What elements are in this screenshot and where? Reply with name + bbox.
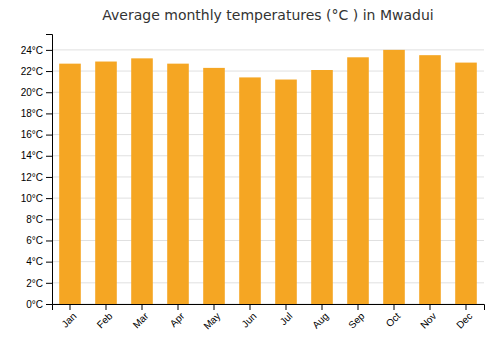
y-tick: 14°C — [21, 150, 52, 161]
x-tick: Nov — [418, 304, 438, 331]
y-tick-mark — [46, 50, 52, 51]
bar — [59, 64, 81, 304]
x-tick-mark — [430, 304, 431, 310]
y-tick-mark — [46, 219, 52, 220]
y-tick: 4°C — [26, 256, 52, 267]
y-tick: 16°C — [21, 129, 52, 140]
y-tick-label: 8°C — [26, 214, 43, 225]
x-tick: Mar — [131, 304, 151, 330]
x-tick-mark — [358, 304, 359, 310]
bar — [203, 68, 225, 304]
bar — [131, 58, 153, 304]
bar — [95, 62, 117, 304]
x-tick-mark — [286, 304, 287, 310]
x-tick-label: May — [201, 310, 222, 331]
x-tick-mark — [394, 304, 395, 310]
x-tick-mark — [214, 304, 215, 310]
y-tick-label: 22°C — [21, 66, 43, 77]
bar — [455, 63, 477, 304]
bar — [167, 64, 189, 304]
y-tick-label: 2°C — [26, 278, 43, 289]
bars — [59, 50, 477, 304]
y-tick: 6°C — [26, 235, 52, 246]
x-tick-label: Oct — [384, 310, 403, 329]
x-tick: Dec — [454, 304, 474, 331]
x-tick: Feb — [95, 304, 115, 330]
y-axis: 0°C 2°C 4°C 6°C 8°C 10°C 12°C 14°C 16°C 18°C 20°C 2… — [21, 35, 53, 310]
x-tick-label: Jun — [239, 310, 258, 329]
x-axis-line — [53, 305, 485, 311]
x-tick: Aug — [310, 304, 330, 331]
y-tick: 22°C — [21, 66, 52, 77]
bar — [239, 77, 261, 304]
bar — [275, 80, 297, 304]
x-tick-label: Dec — [454, 310, 474, 330]
x-tick-label: Aug — [310, 310, 330, 330]
y-axis-line — [46, 35, 53, 305]
y-tick-mark — [46, 71, 52, 72]
y-tick: 2°C — [26, 278, 52, 289]
y-tick-mark — [46, 156, 52, 157]
y-tick-label: 14°C — [21, 150, 43, 161]
bar — [311, 70, 333, 304]
x-tick-mark — [142, 304, 143, 310]
y-tick-label: 24°C — [21, 45, 43, 56]
y-tick-mark — [46, 240, 52, 241]
y-tick-label: 18°C — [21, 108, 43, 119]
x-tick-mark — [178, 304, 179, 310]
y-tick-label: 4°C — [26, 256, 43, 267]
grid — [52, 50, 484, 304]
y-tick: 24°C — [21, 45, 52, 56]
y-tick-mark — [46, 262, 52, 263]
x-tick-label: Jan — [59, 310, 78, 329]
x-tick-mark — [250, 304, 251, 310]
y-tick-mark — [46, 92, 52, 93]
y-tick-label: 20°C — [21, 87, 43, 98]
x-tick: Jun — [239, 304, 258, 330]
chart: 0°C 2°C 4°C 6°C 8°C 10°C 12°C 14°C 16°C 18°C 20°C 2… — [0, 0, 500, 350]
plot: 0°C 2°C 4°C 6°C 8°C 10°C 12°C 14°C 16°C 18°C 20°C 2… — [21, 35, 485, 332]
y-tick: 20°C — [21, 87, 52, 98]
y-tick-mark — [46, 135, 52, 136]
x-axis: Jan Feb Mar Apr May Jun Jul Aug Sep Oct Nov Dec — [53, 304, 485, 332]
x-tick-label: Jul — [278, 310, 295, 327]
y-tick-label: 10°C — [21, 193, 43, 204]
y-tick: 8°C — [26, 214, 52, 225]
x-tick: May — [201, 304, 222, 332]
bar — [383, 50, 405, 304]
x-tick-mark — [322, 304, 323, 310]
x-tick-mark — [466, 304, 467, 310]
x-tick-label: Feb — [95, 310, 115, 330]
y-tick-mark — [46, 113, 52, 114]
y-tick: 10°C — [21, 193, 52, 204]
title: Average monthly temperatures (°C ) in Mw… — [102, 7, 433, 23]
x-tick-label: Apr — [168, 310, 187, 329]
x-tick-mark — [70, 304, 71, 310]
y-tick: 0°C — [26, 299, 52, 310]
x-tick: Apr — [168, 304, 187, 329]
bar — [419, 55, 441, 304]
x-tick: Jan — [59, 304, 78, 330]
x-tick-label: Sep — [346, 310, 367, 331]
bar — [347, 57, 369, 304]
y-tick-mark — [46, 304, 52, 305]
grid-line — [52, 49, 484, 50]
x-tick-label: Mar — [131, 310, 151, 330]
y-tick-label: 16°C — [21, 129, 43, 140]
y-tick: 18°C — [21, 108, 52, 119]
y-tick-mark — [46, 198, 52, 199]
y-tick-label: 0°C — [26, 299, 43, 310]
x-tick: Sep — [346, 304, 367, 331]
x-tick: Jul — [278, 304, 295, 327]
y-tick-label: 12°C — [21, 172, 43, 183]
x-tick-mark — [106, 304, 107, 310]
y-tick-label: 6°C — [26, 235, 43, 246]
x-tick-label: Nov — [418, 310, 438, 330]
y-tick: 12°C — [21, 172, 52, 183]
y-tick-mark — [46, 283, 52, 284]
x-tick: Oct — [384, 304, 403, 329]
y-tick-mark — [46, 177, 52, 178]
